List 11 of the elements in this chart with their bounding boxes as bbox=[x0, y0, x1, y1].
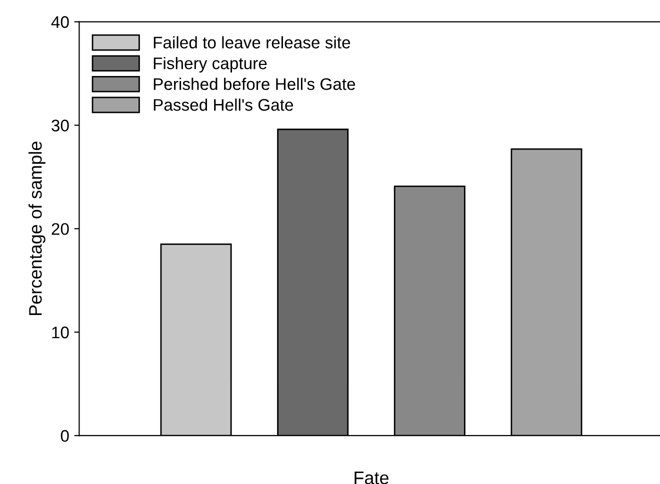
legend-label: Failed to leave release site bbox=[154, 36, 350, 48]
legend-label: Perished before Hell's Gate bbox=[154, 78, 356, 90]
legend-label: Fishery capture bbox=[154, 56, 267, 73]
legend-label: Passed Hell's Gate bbox=[154, 98, 294, 111]
y-axis-title: Percentage of sample bbox=[28, 142, 46, 316]
y-tick-label: 0 bbox=[60, 430, 69, 442]
x-axis-title: Fate bbox=[354, 472, 389, 484]
y-tick-label: 20 bbox=[52, 223, 69, 235]
y-tick-label: 40 bbox=[51, 16, 69, 28]
y-tick-label: 30 bbox=[52, 120, 69, 132]
y-tick-label: 10 bbox=[52, 326, 69, 338]
